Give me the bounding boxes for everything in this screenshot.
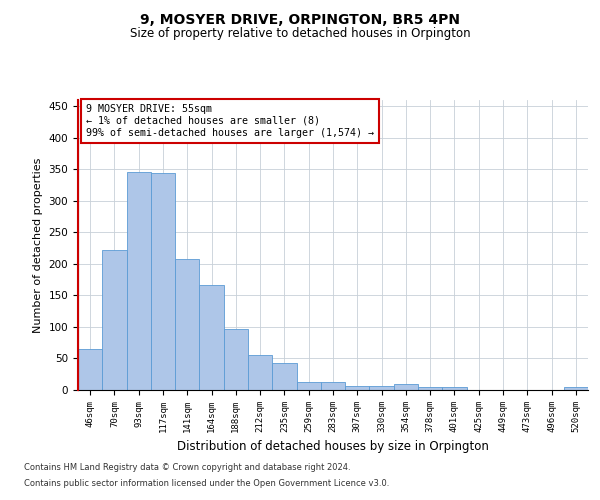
Bar (564, 388, 588, 390)
Bar (127, 172, 151, 390)
Bar (418, 387, 442, 390)
Text: 9, MOSYER DRIVE, ORPINGTON, BR5 4PN: 9, MOSYER DRIVE, ORPINGTON, BR5 4PN (140, 12, 460, 26)
Bar (321, 382, 345, 390)
Bar (345, 386, 370, 390)
Bar (102, 250, 127, 390)
Text: 9 MOSYER DRIVE: 55sqm
← 1% of detached houses are smaller (8)
99% of semi-detach: 9 MOSYER DRIVE: 55sqm ← 1% of detached h… (86, 104, 374, 138)
Bar (370, 386, 394, 390)
Text: Size of property relative to detached houses in Orpington: Size of property relative to detached ho… (130, 28, 470, 40)
Text: Contains public sector information licensed under the Open Government Licence v3: Contains public sector information licen… (24, 478, 389, 488)
Bar (224, 329, 248, 390)
Bar (442, 388, 467, 390)
Bar (394, 384, 418, 390)
Bar (199, 284, 224, 390)
Bar (78, 349, 102, 390)
X-axis label: Distribution of detached houses by size in Orpington: Distribution of detached houses by size … (177, 440, 489, 454)
Bar (175, 259, 199, 390)
Y-axis label: Number of detached properties: Number of detached properties (33, 158, 43, 332)
Bar (296, 382, 321, 390)
Bar (272, 363, 296, 390)
Text: Contains HM Land Registry data © Crown copyright and database right 2024.: Contains HM Land Registry data © Crown c… (24, 464, 350, 472)
Bar (248, 354, 272, 390)
Bar (151, 172, 175, 390)
